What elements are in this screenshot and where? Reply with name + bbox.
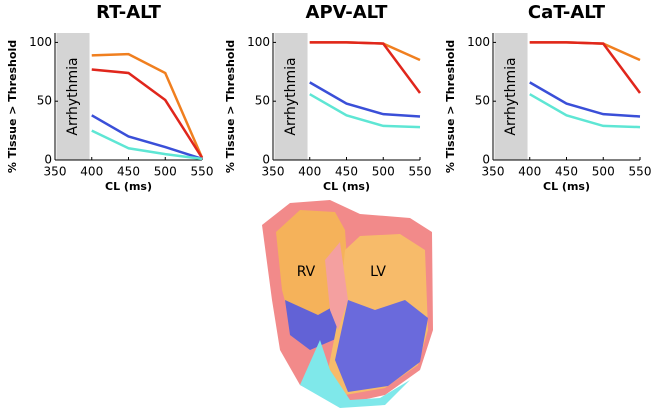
line-series	[91, 68, 204, 159]
x-tick-label: 500	[154, 165, 177, 179]
x-tick-label: 400	[518, 165, 541, 179]
line-series	[529, 41, 642, 94]
line-series	[91, 52, 204, 159]
x-axis-label: CL (ms)	[323, 180, 370, 193]
x-tick-label: 350	[262, 165, 285, 179]
heart-label: LV	[370, 264, 386, 280]
line-series	[309, 93, 421, 129]
y-tick-label: 0	[482, 153, 490, 167]
x-tick-label: 450	[117, 165, 140, 179]
x-tick-label: 400	[80, 165, 103, 179]
x-tick-label: 550	[629, 165, 652, 179]
heart: RV LV	[262, 200, 433, 408]
heart-label: RV	[297, 264, 316, 280]
line-series	[529, 93, 641, 129]
x-tick-label: 350	[482, 165, 505, 179]
annotation: Arrhythmia	[503, 57, 519, 135]
x-tick-label: 500	[592, 165, 615, 179]
x-tick-label: 400	[298, 165, 321, 179]
x-tick-label: 450	[555, 165, 578, 179]
chart-title: RT-ALT	[96, 2, 162, 23]
y-tick-label: 100	[29, 35, 52, 49]
x-axis-label: CL (ms)	[543, 180, 590, 193]
line-series	[309, 41, 422, 94]
chart-title: CaT-ALT	[528, 2, 606, 23]
y-tick-label: 50	[255, 94, 270, 108]
y-tick-label: 50	[475, 94, 490, 108]
arrhythmia-region	[274, 33, 308, 160]
y-axis-label: % Tissue > Threshold	[224, 40, 237, 173]
x-tick-label: 550	[409, 165, 432, 179]
x-tick-label: 550	[191, 165, 214, 179]
chart-title: APV-ALT	[306, 2, 389, 23]
line-series	[91, 129, 203, 161]
y-axis-label: % Tissue > Threshold	[444, 40, 457, 173]
line-series	[529, 81, 641, 118]
annotation: Arrhythmia	[283, 57, 299, 135]
x-tick-label: 500	[372, 165, 395, 179]
x-axis-label: CL (ms)	[105, 180, 152, 193]
line-series	[529, 41, 641, 62]
y-tick-label: 0	[44, 153, 52, 167]
y-tick-label: 50	[37, 94, 52, 108]
y-tick-label: 0	[262, 153, 270, 167]
y-axis-label: % Tissue > Threshold	[6, 40, 19, 173]
x-tick-label: 450	[335, 165, 358, 179]
line-series	[91, 114, 203, 161]
arrhythmia-region	[494, 33, 528, 160]
y-tick-label: 100	[247, 35, 270, 49]
annotation: Arrhythmia	[65, 57, 81, 135]
line-series	[309, 41, 421, 62]
y-tick-label: 100	[467, 35, 490, 49]
line-series	[309, 81, 421, 118]
x-tick-label: 350	[44, 165, 67, 179]
arrhythmia-region	[56, 33, 90, 160]
